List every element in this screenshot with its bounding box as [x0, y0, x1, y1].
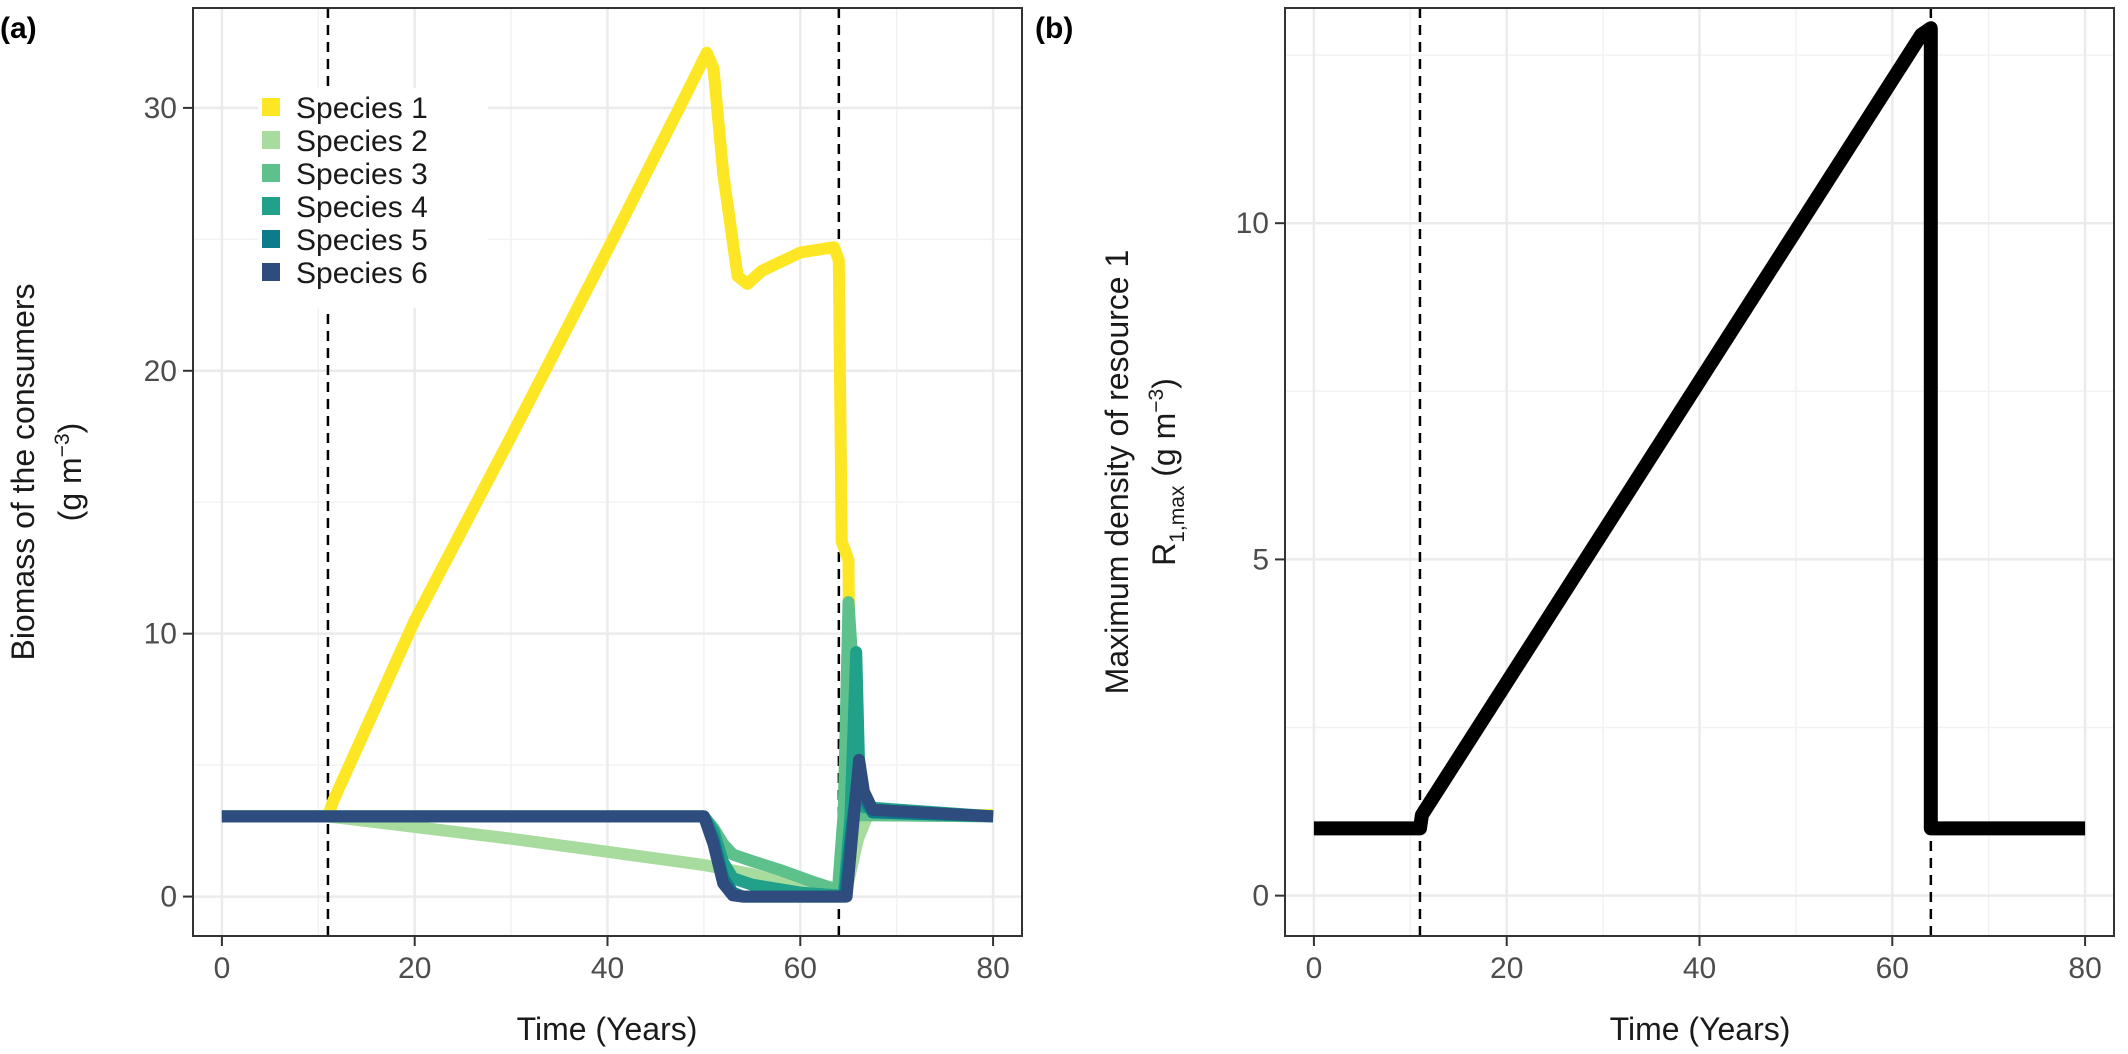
legend-label: Species 6: [296, 257, 428, 290]
panel-b-x-axis-title: Time (Years): [1610, 1011, 1791, 1047]
legend-swatch: [262, 164, 280, 182]
x-tick-label: 60: [784, 952, 817, 985]
x-tick-label: 80: [976, 952, 1009, 985]
legend-label: Species 3: [296, 158, 428, 191]
panel-a-y-unit-end: ): [52, 423, 88, 434]
legend-swatch: [262, 263, 280, 281]
y-tick-label: 10: [144, 618, 177, 651]
x-tick-label: 0: [214, 952, 231, 985]
y-tick-label: 10: [1236, 207, 1269, 240]
panel-b-y-symbol: R: [1146, 543, 1182, 566]
chart-canvas: 0 20 40 60 80 0 10 20 30 (a) Time (Years) Bioma…: [0, 0, 2128, 1054]
legend-swatch: [262, 131, 280, 149]
x-tick-label: 60: [1876, 952, 1909, 985]
panel-b-y-unit-base: (g m: [1146, 413, 1182, 486]
panel-a-y-unit-base: (g m: [52, 457, 88, 521]
legend-label: Species 2: [296, 125, 428, 158]
panel-b-grid: [1285, 8, 2114, 936]
legend-swatch: [262, 230, 280, 248]
panel-a-x-axis-title: Time (Years): [517, 1011, 698, 1047]
panel-a-y-unit-sup: −3: [51, 433, 74, 457]
panel-b-tag: (b): [1035, 12, 1073, 45]
legend-label: Species 5: [296, 224, 428, 257]
y-tick-label: 20: [144, 355, 177, 388]
panel-a-y-axis-title-line1: Biomass of the consumers: [5, 283, 41, 660]
legend-label: Species 1: [296, 92, 428, 125]
panel-a: 0 20 40 60 80 0 10 20 30 (a) Time (Years) Bioma…: [0, 0, 1060, 1054]
y-tick-label: 30: [144, 92, 177, 125]
x-tick-label: 40: [591, 952, 624, 985]
x-tick-label: 40: [1683, 952, 1716, 985]
panel-b-y-unit-sup: −3: [1145, 389, 1168, 413]
x-tick-label: 20: [398, 952, 431, 985]
panel-a-tag: (a): [0, 12, 37, 45]
panel-b-y-unit-end: ): [1146, 378, 1182, 389]
y-tick-label: 5: [1252, 543, 1269, 576]
panel-b-x-ticks: 0 20 40 60 80: [1306, 936, 2102, 985]
panel-b: 0 20 40 60 80 0 5 10 (b) Time (Years) Maximum …: [1035, 8, 2114, 1047]
legend-label: Species 4: [296, 191, 428, 224]
panel-b-y-symbol-sub: 1,max: [1166, 485, 1189, 543]
legend-swatch: [262, 98, 280, 116]
x-tick-label: 20: [1490, 952, 1523, 985]
x-tick-label: 80: [2068, 952, 2101, 985]
figure: 0 20 40 60 80 0 10 20 30 (a) Time (Years) Bioma…: [0, 0, 2128, 1054]
panel-b-y-axis-title-line1: Maximum density of resource 1: [1099, 250, 1135, 695]
panel-b-y-axis-title-line2: R1,max (g m−3): [1145, 378, 1189, 566]
x-tick-label: 0: [1306, 952, 1323, 985]
y-tick-label: 0: [160, 881, 177, 914]
y-tick-label: 0: [1252, 880, 1269, 913]
legend-swatch: [262, 197, 280, 215]
panel-b-y-ticks: 0 5 10: [1236, 207, 1285, 912]
